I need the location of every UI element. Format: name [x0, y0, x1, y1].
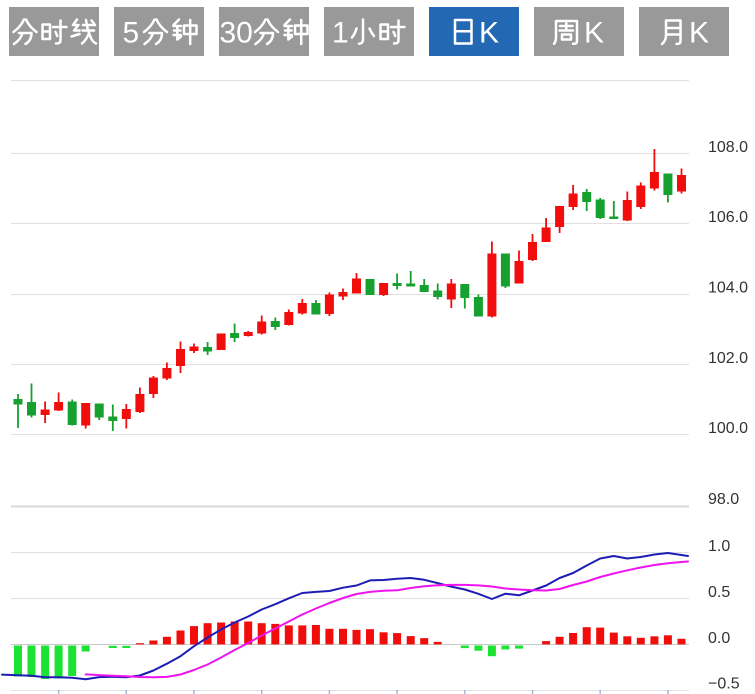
svg-text:0.5: 0.5 — [708, 584, 730, 601]
svg-text:K: K — [689, 17, 709, 50]
svg-text:30: 30 — [220, 17, 253, 50]
svg-text:5: 5 — [123, 17, 140, 50]
svg-text:108.0: 108.0 — [708, 139, 748, 156]
svg-text:102.0: 102.0 — [708, 350, 748, 367]
svg-text:K: K — [584, 17, 604, 50]
svg-text:1: 1 — [332, 17, 349, 50]
svg-text:−0.5: −0.5 — [708, 676, 740, 693]
svg-text:106.0: 106.0 — [708, 209, 748, 226]
svg-text:1.0: 1.0 — [708, 538, 730, 555]
svg-text:K: K — [479, 17, 499, 50]
svg-text:104.0: 104.0 — [708, 280, 748, 297]
svg-text:100.0: 100.0 — [708, 420, 748, 437]
svg-text:0.0: 0.0 — [708, 630, 730, 647]
svg-text:98.0: 98.0 — [708, 491, 739, 508]
